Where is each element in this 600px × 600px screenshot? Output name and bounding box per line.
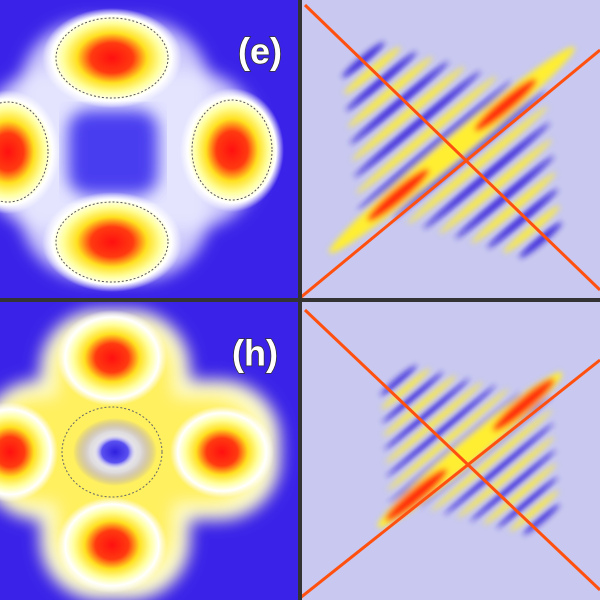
fringe: [377, 365, 563, 535]
fringe: [352, 66, 465, 161]
fringe: [483, 463, 557, 525]
fringe: [387, 388, 509, 491]
fringe: [519, 222, 562, 259]
fringe: [384, 378, 470, 450]
fringe: [358, 80, 513, 211]
fringe: [329, 41, 575, 259]
fringe: [382, 371, 444, 423]
fringe: [385, 468, 448, 522]
fringe: [470, 450, 556, 522]
fringe: [444, 422, 554, 515]
fringe: [346, 51, 417, 111]
fringe: [407, 106, 548, 225]
fringe: [457, 436, 555, 519]
fringe: [350, 61, 449, 145]
fringe: [496, 477, 558, 529]
panel-label: (e): [238, 31, 282, 72]
fringe: [423, 122, 550, 229]
fringe: [383, 375, 457, 437]
fringe: [474, 78, 537, 132]
fringe: [487, 189, 558, 249]
fringe: [386, 385, 496, 478]
wigner-panel-bottom: [302, 302, 600, 600]
wigner-panel-top: [302, 0, 600, 298]
fringe: [348, 56, 433, 128]
fringe: [367, 168, 430, 222]
fringe: [354, 71, 481, 178]
fringe: [391, 89, 546, 220]
fringe: [385, 381, 483, 464]
fringe: [503, 205, 560, 254]
panel-e: (e): [0, 0, 298, 298]
divider: [0, 298, 600, 302]
fringe: [431, 409, 553, 512]
fringe: [356, 75, 497, 194]
panel-h: (h): [0, 302, 298, 600]
fringe: [509, 490, 559, 532]
fringe: [381, 368, 431, 410]
fringe: [492, 378, 555, 432]
panel-label: (h): [232, 333, 278, 374]
fringe: [439, 139, 552, 234]
